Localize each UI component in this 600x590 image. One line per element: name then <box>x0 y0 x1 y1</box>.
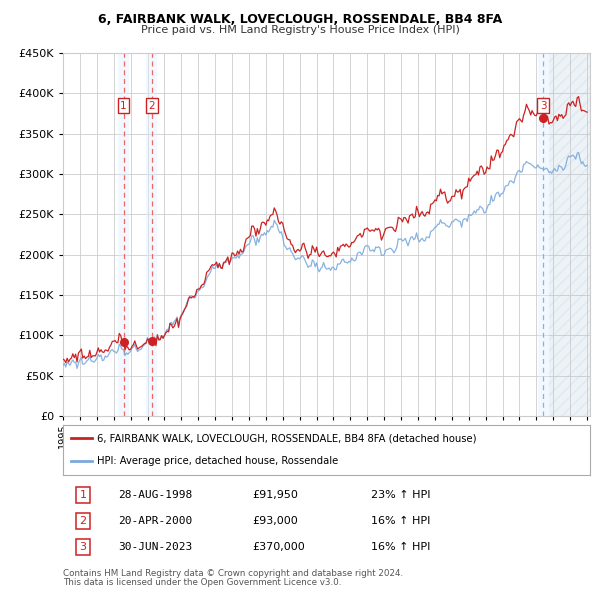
Text: 2: 2 <box>79 516 86 526</box>
Text: £93,000: £93,000 <box>253 516 298 526</box>
Text: 30-JUN-2023: 30-JUN-2023 <box>118 542 193 552</box>
Bar <box>538 53 549 416</box>
Text: 3: 3 <box>540 101 547 111</box>
Text: 16% ↑ HPI: 16% ↑ HPI <box>371 542 431 552</box>
Text: This data is licensed under the Open Government Licence v3.0.: This data is licensed under the Open Gov… <box>63 578 341 587</box>
Text: £370,000: £370,000 <box>253 542 305 552</box>
Text: Contains HM Land Registry data © Crown copyright and database right 2024.: Contains HM Land Registry data © Crown c… <box>63 569 403 578</box>
Text: 28-AUG-1998: 28-AUG-1998 <box>118 490 193 500</box>
Text: 2: 2 <box>148 101 155 111</box>
Bar <box>549 53 590 416</box>
Bar <box>118 53 129 416</box>
Text: 6, FAIRBANK WALK, LOVECLOUGH, ROSSENDALE, BB4 8FA (detached house): 6, FAIRBANK WALK, LOVECLOUGH, ROSSENDALE… <box>97 433 477 443</box>
Text: 1: 1 <box>80 490 86 500</box>
Text: 6, FAIRBANK WALK, LOVECLOUGH, ROSSENDALE, BB4 8FA: 6, FAIRBANK WALK, LOVECLOUGH, ROSSENDALE… <box>98 13 502 26</box>
Text: Price paid vs. HM Land Registry's House Price Index (HPI): Price paid vs. HM Land Registry's House … <box>140 25 460 35</box>
Text: £91,950: £91,950 <box>253 490 299 500</box>
Text: 3: 3 <box>80 542 86 552</box>
Text: HPI: Average price, detached house, Rossendale: HPI: Average price, detached house, Ross… <box>97 457 338 467</box>
Text: 16% ↑ HPI: 16% ↑ HPI <box>371 516 431 526</box>
Text: 1: 1 <box>120 101 127 111</box>
Bar <box>146 53 157 416</box>
Text: 23% ↑ HPI: 23% ↑ HPI <box>371 490 431 500</box>
Text: 20-APR-2000: 20-APR-2000 <box>118 516 193 526</box>
